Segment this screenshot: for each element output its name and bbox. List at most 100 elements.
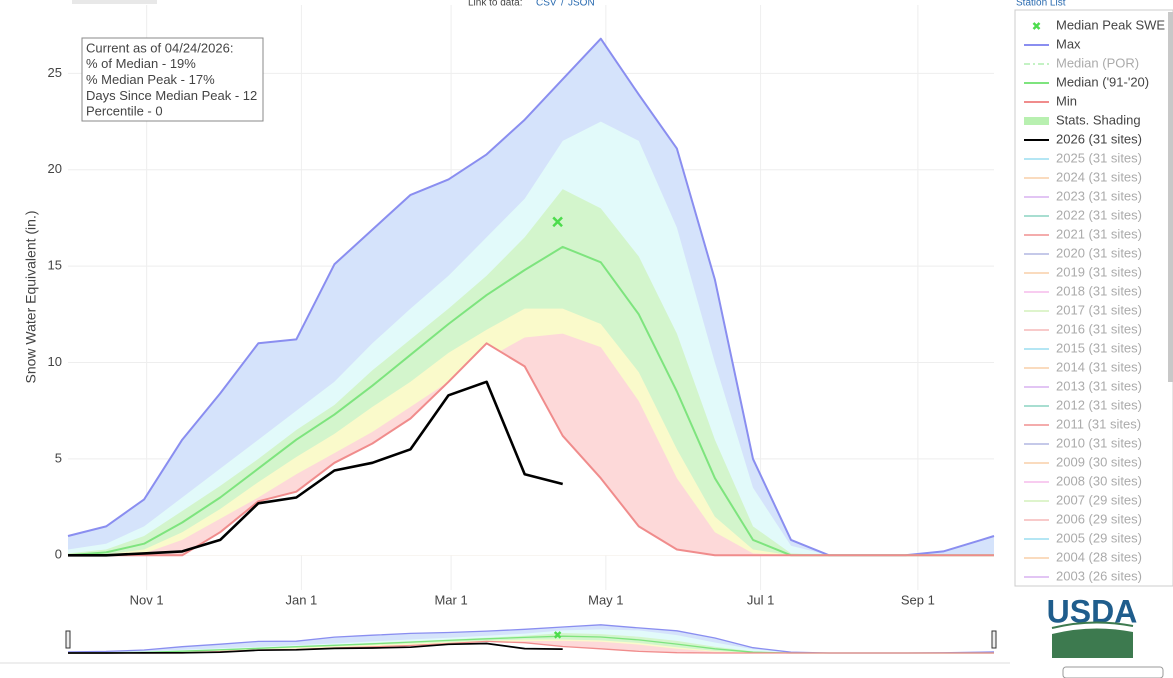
range-slider[interactable] — [65, 622, 997, 657]
y-tick-label: 0 — [55, 547, 62, 562]
legend-label: 2011 (31 sites) — [1056, 416, 1141, 431]
legend-label: 2023 (31 sites) — [1056, 188, 1142, 203]
x-tick-label: Nov 1 — [130, 592, 164, 607]
legend-item[interactable]: 2014 (31 sites) — [1024, 359, 1142, 374]
annotation-line: % Median Peak - 17% — [86, 72, 215, 87]
tab — [72, 0, 157, 4]
legend-marker — [1032, 22, 1041, 30]
y-tick-label: 25 — [48, 65, 62, 80]
x-tick-label: Jul 1 — [747, 592, 774, 607]
legend-label: 2016 (31 sites) — [1056, 321, 1142, 336]
y-tick-label: 10 — [48, 354, 62, 369]
y-tick-label: 20 — [48, 161, 62, 176]
y-tick-label: 5 — [55, 450, 62, 465]
legend-label: 2013 (31 sites) — [1056, 378, 1142, 393]
button[interactable] — [1062, 666, 1164, 678]
legend-label: 2009 (30 sites) — [1056, 454, 1142, 469]
y-axis-title: Snow Water Equivalent (in.) — [23, 211, 39, 384]
legend-label: Median Peak SWE — [1056, 17, 1165, 32]
annotation-line: Days Since Median Peak - 12 — [86, 88, 257, 103]
legend-label: 2021 (31 sites) — [1056, 226, 1142, 241]
legend-item[interactable]: 2019 (31 sites) — [1024, 264, 1142, 279]
legend-item[interactable]: 2015 (31 sites) — [1024, 340, 1142, 355]
legend-label: 2015 (31 sites) — [1056, 340, 1142, 355]
legend-label: Min — [1056, 93, 1077, 108]
legend-item[interactable]: 2021 (31 sites) — [1024, 226, 1142, 241]
legend-label: Stats. Shading — [1056, 112, 1141, 127]
legend-item[interactable]: 2026 (31 sites) — [1024, 131, 1142, 146]
series-line — [68, 380, 564, 557]
legend-label: Median (POR) — [1056, 55, 1139, 70]
legend-item[interactable]: Max — [1024, 36, 1081, 51]
legend-item[interactable]: 2016 (31 sites) — [1024, 321, 1142, 336]
range-handle-left[interactable] — [65, 630, 71, 649]
x-tick-label: May 1 — [588, 592, 623, 607]
median-peak-marker — [553, 631, 562, 639]
legend-item[interactable]: 2003 (26 sites) — [1024, 568, 1142, 583]
legend-item[interactable]: 2011 (31 sites) — [1024, 416, 1141, 431]
legend-label: Max — [1056, 36, 1081, 51]
legend-item[interactable]: 2020 (31 sites) — [1024, 245, 1142, 260]
legend-item[interactable]: 2018 (31 sites) — [1024, 283, 1142, 298]
range-handle-right[interactable] — [991, 630, 997, 649]
legend-item[interactable]: Stats. Shading — [1024, 112, 1141, 127]
legend-label: 2018 (31 sites) — [1056, 283, 1142, 298]
csv-link[interactable]: CSV — [536, 0, 557, 9]
x-tick-label: Mar 1 — [434, 592, 467, 607]
legend-item[interactable]: 2008 (30 sites) — [1024, 473, 1142, 488]
legend-label: 2022 (31 sites) — [1056, 207, 1142, 222]
annotation-line: Percentile - 0 — [86, 104, 163, 119]
legend-label: 2026 (31 sites) — [1056, 131, 1142, 146]
legend-item[interactable]: Median Peak SWE — [1032, 17, 1166, 32]
legend-item[interactable]: 2007 (29 sites) — [1024, 492, 1142, 507]
legend-item[interactable]: 2024 (31 sites) — [1024, 169, 1142, 184]
data-link-label: Link to data: — [468, 0, 522, 9]
legend-item[interactable]: 2017 (31 sites) — [1024, 302, 1142, 317]
logo-wave — [1052, 628, 1133, 658]
plot-area: 0 5 10 15 20 25 Nov 1 Jan 1 Mar 1 May 1 Jul 1 Sep 1 — [48, 5, 995, 607]
json-link[interactable]: JSON — [568, 0, 595, 9]
legend-label: 2019 (31 sites) — [1056, 264, 1142, 279]
legend: Median Peak SWE Max Median (POR) Median ('9… — [1024, 17, 1165, 583]
legend-label: 2004 (28 sites) — [1056, 549, 1142, 564]
annotation: Current as of 04/24/2026:% of Median - 1… — [81, 37, 264, 122]
min-area — [68, 343, 994, 556]
legend-label: 2025 (31 sites) — [1056, 150, 1142, 165]
annotation-line: % of Median - 19% — [86, 56, 196, 71]
legend-label: 2006 (29 sites) — [1056, 511, 1142, 526]
legend-item[interactable]: 2010 (31 sites) — [1024, 435, 1142, 450]
legend-label: 2024 (31 sites) — [1056, 169, 1142, 184]
annotation-box — [81, 37, 264, 122]
legend-item[interactable]: 2023 (31 sites) — [1024, 188, 1142, 203]
legend-item[interactable]: 2013 (31 sites) — [1024, 378, 1142, 393]
x-tick-label: Sep 1 — [901, 592, 935, 607]
legend-label: 2010 (31 sites) — [1056, 435, 1142, 450]
station-list-link[interactable]: Station List — [1016, 0, 1066, 9]
legend-label: 2012 (31 sites) — [1056, 397, 1142, 412]
legend-item[interactable]: 2004 (28 sites) — [1024, 549, 1142, 564]
legend-item[interactable]: 2006 (29 sites) — [1024, 511, 1142, 526]
legend-item[interactable]: 2025 (31 sites) — [1024, 150, 1142, 165]
series-line — [68, 342, 994, 557]
legend-item[interactable]: Min — [1024, 93, 1077, 108]
median-peak-marker — [552, 216, 563, 228]
legend-scrollbar[interactable] — [1168, 12, 1173, 382]
legend-label: 2003 (26 sites) — [1056, 568, 1142, 583]
legend-item[interactable]: Median (POR) — [1024, 55, 1139, 70]
legend-label: 2007 (29 sites) — [1056, 492, 1142, 507]
legend-label: 2017 (31 sites) — [1056, 302, 1142, 317]
series-line — [68, 642, 563, 654]
legend-label: Median ('91-'20) — [1056, 74, 1149, 89]
logo-stripe — [1051, 621, 1134, 629]
legend-item[interactable]: Median ('91-'20) — [1024, 74, 1149, 89]
legend-item[interactable]: 2012 (31 sites) — [1024, 397, 1142, 412]
legend-item[interactable]: 2009 (30 sites) — [1024, 454, 1142, 469]
annotation-line: Current as of 04/24/2026: — [86, 40, 233, 55]
legend-label: 2008 (30 sites) — [1056, 473, 1142, 488]
legend-item[interactable]: 2005 (29 sites) — [1024, 530, 1142, 545]
legend-label: 2014 (31 sites) — [1056, 359, 1142, 374]
separator: / — [561, 0, 564, 9]
legend-item[interactable]: 2022 (31 sites) — [1024, 207, 1142, 222]
legend-label: 2020 (31 sites) — [1056, 245, 1142, 260]
